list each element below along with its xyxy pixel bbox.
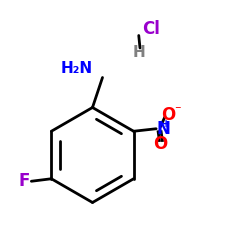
Text: F: F: [19, 172, 30, 190]
Text: +: +: [162, 119, 170, 129]
Text: O: O: [161, 106, 175, 124]
Text: H₂N: H₂N: [60, 61, 92, 76]
Text: ⁻: ⁻: [174, 104, 181, 117]
Text: O: O: [154, 135, 168, 153]
Text: H: H: [132, 45, 145, 60]
Text: Cl: Cl: [142, 20, 160, 38]
Text: N: N: [157, 120, 170, 138]
